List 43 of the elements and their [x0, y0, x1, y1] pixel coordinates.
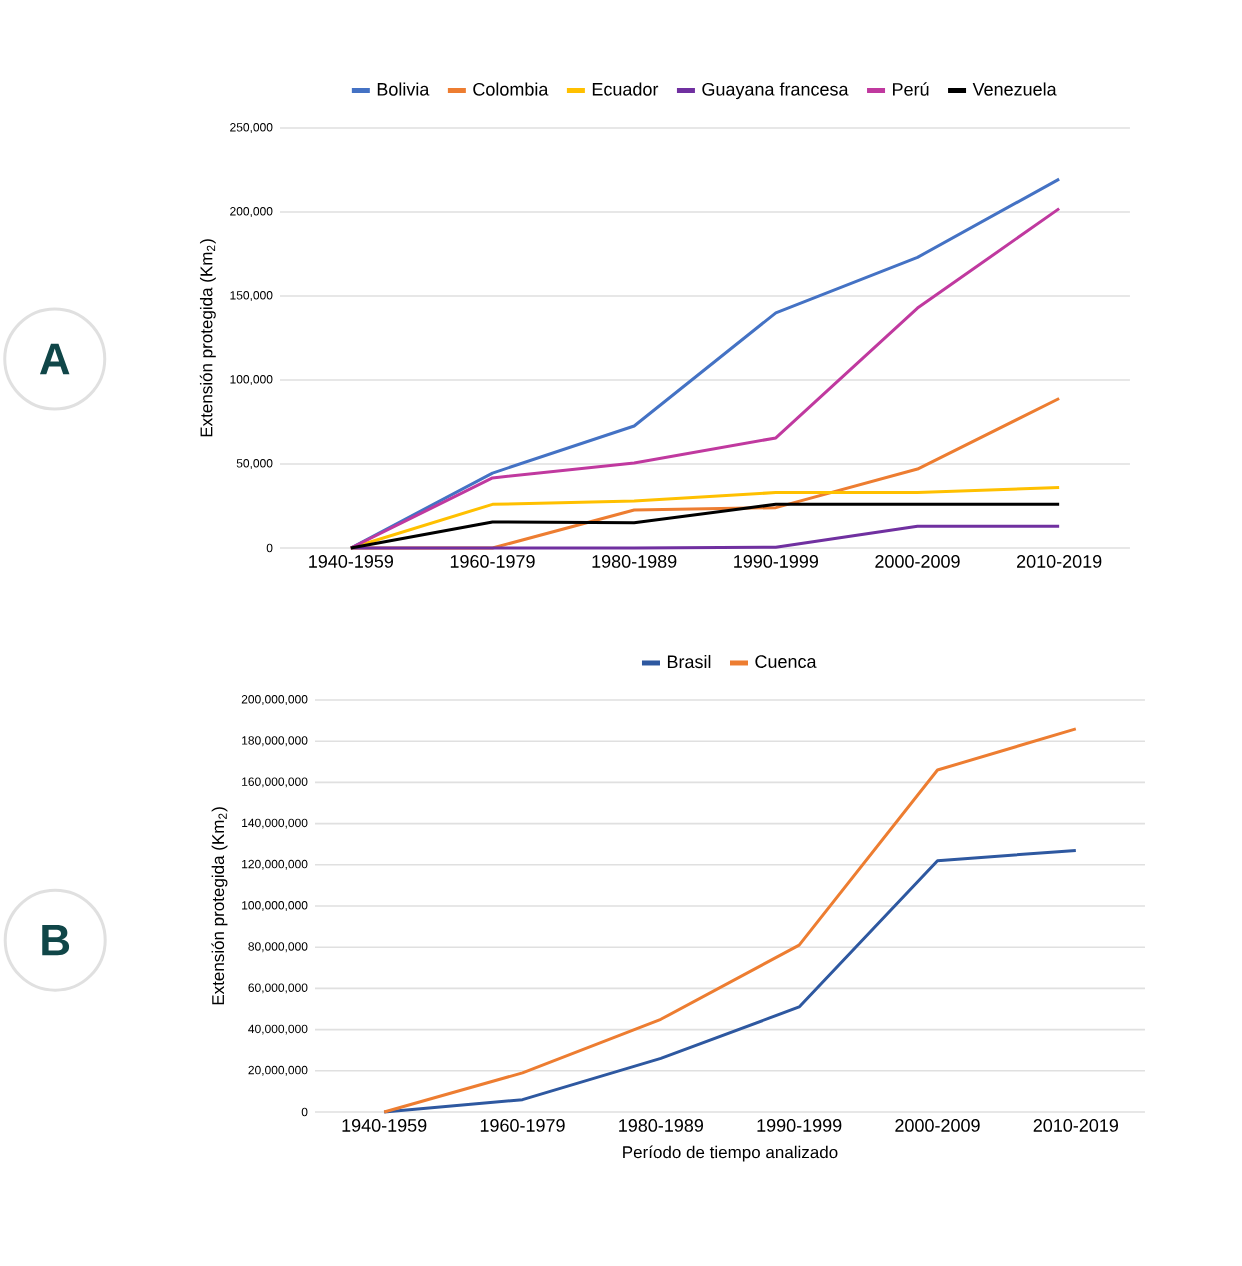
y-tick-label: 20,000,000	[248, 1065, 308, 1076]
y-tick-label: 50,000	[236, 459, 273, 469]
x-tick-label: 1960-1979	[450, 555, 535, 568]
x-tick-label: 2000-2009	[875, 555, 960, 568]
legend-label: Venezuela	[972, 82, 1057, 96]
x-axis-title: Período de tiempo analizado	[623, 1145, 838, 1162]
y-tick-label: 80,000,000	[248, 942, 308, 953]
y-tick-label: 100,000	[230, 375, 273, 385]
x-tick-label: 1990-1999	[734, 555, 818, 568]
text: A	[39, 343, 70, 375]
legend-label: Bolivia	[377, 82, 430, 96]
x-tick-label: 2010-2019	[1033, 1119, 1118, 1132]
y-tick-label: 40,000,000	[248, 1024, 308, 1035]
x-tick-label: 1960-1979	[480, 1119, 565, 1132]
x-tick-label: 2010-2019	[1017, 555, 1102, 568]
legend-label: Cuenca	[755, 655, 817, 668]
y-axis-title: Extensión protegida (Km$_{2}$)	[211, 807, 228, 1005]
y-tick-label: 200,000,000	[241, 695, 308, 705]
x-tick-label: 1980-1989	[592, 555, 677, 568]
y-tick-label: 100,000,000	[242, 901, 308, 911]
legend-label: Perú	[893, 82, 929, 96]
y-tick-label: 0	[266, 543, 273, 553]
x-tick-label: 1990-1999	[757, 1119, 842, 1132]
legend-label: Brasil	[667, 654, 711, 669]
line-series	[382, 727, 1078, 1114]
y-tick-label: 160,000,000	[242, 777, 308, 788]
y-tick-label: 140,000,000	[242, 818, 308, 829]
y-tick-label: 0	[301, 1107, 308, 1117]
y-tick-label: 60,000,000	[248, 983, 308, 994]
legend-label: Colombia	[473, 82, 549, 96]
x-tick-label: 1980-1989	[619, 1119, 703, 1132]
y-axis-title: Extensión protegida (Km$_{2}$)	[199, 239, 216, 437]
x-tick-label: 1940-1959	[309, 555, 393, 568]
y-tick-label: 200,000	[230, 207, 273, 217]
y-tick-label: 150,000	[230, 291, 273, 301]
text: B	[42, 925, 70, 956]
legend-label: Guayana francesa	[702, 82, 849, 100]
y-tick-label: 250,000	[230, 123, 273, 133]
legend-label: Ecuador	[592, 82, 659, 96]
x-tick-label: 1940-1959	[342, 1119, 427, 1132]
y-tick-label: 120,000,000	[242, 859, 308, 870]
y-tick-label: 180,000,000	[242, 736, 308, 747]
x-tick-label: 2000-2009	[895, 1119, 980, 1132]
